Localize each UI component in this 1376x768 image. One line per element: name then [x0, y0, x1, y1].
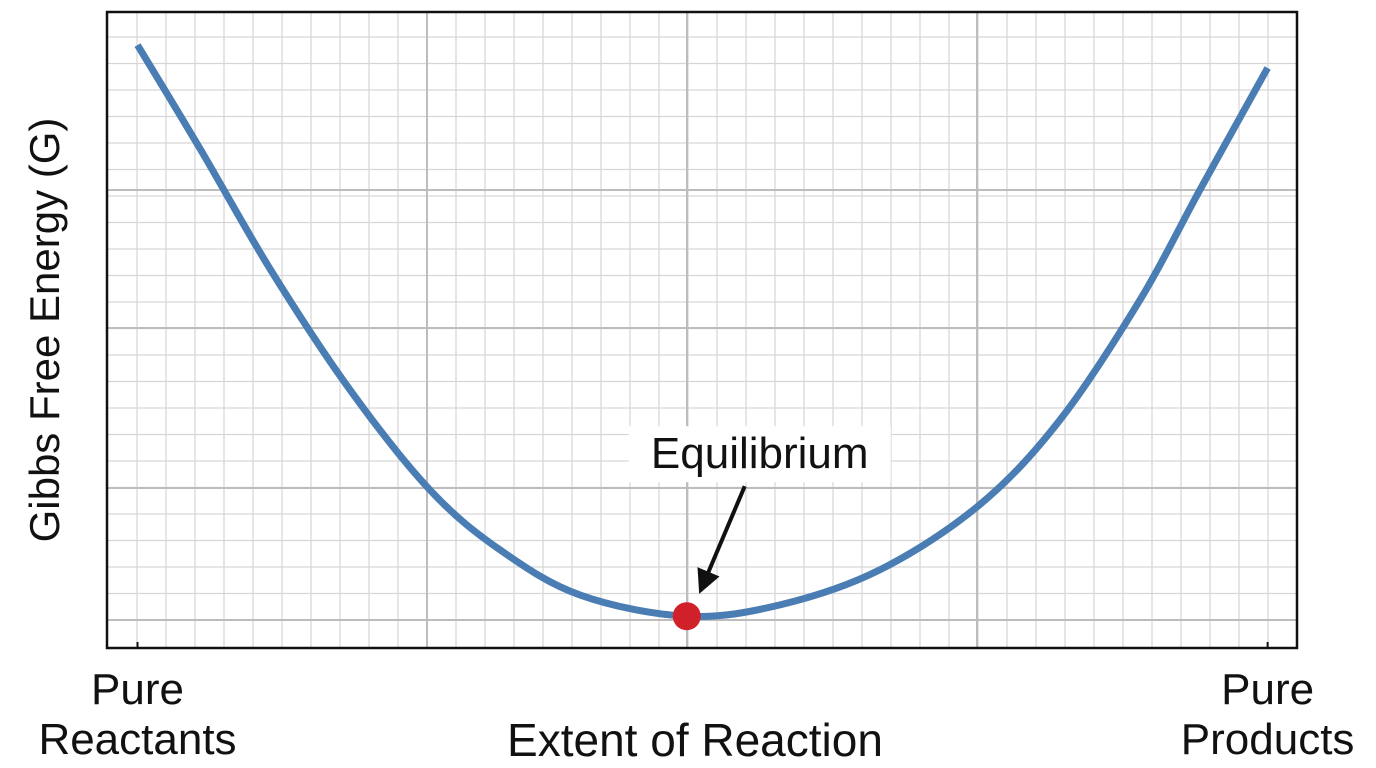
annotation-text: Equilibrium [651, 429, 869, 478]
annotation-arrow [697, 485, 747, 594]
x-axis-label: Extent of Reaction [507, 714, 883, 766]
annotation-bg [628, 426, 891, 483]
x-tick-label: Pure Products [1180, 665, 1355, 764]
x-tick-label: Pure Reactants [38, 665, 237, 764]
y-axis-label: Gibbs Free Energy (G) [21, 117, 68, 543]
curve [134, 43, 1271, 620]
plot-frame [105, 10, 1299, 650]
equilibrium-point [672, 602, 701, 631]
